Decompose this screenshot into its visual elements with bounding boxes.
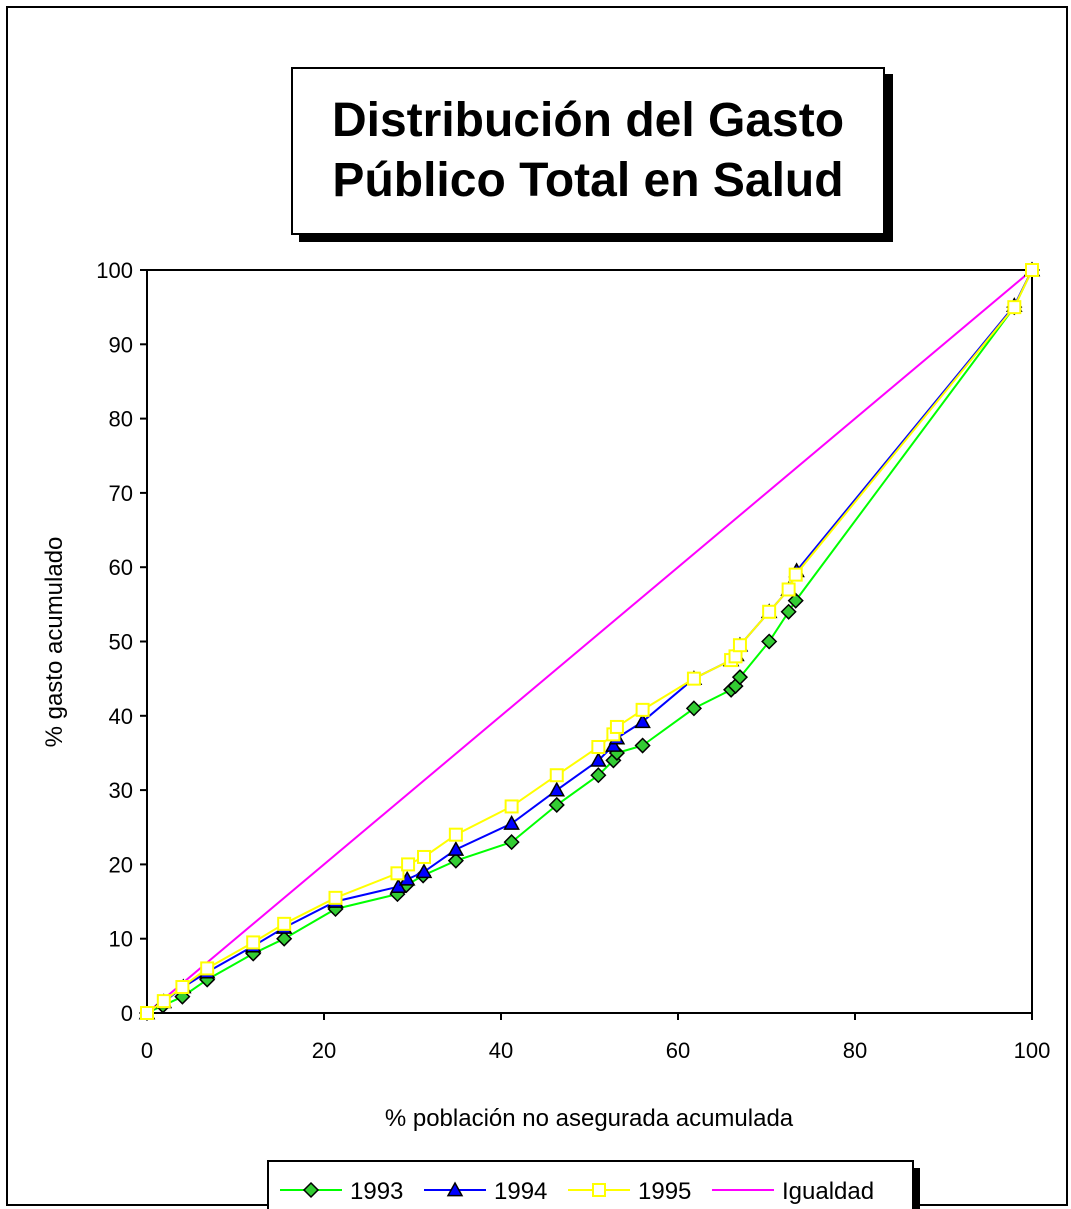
- data-point-1994: [590, 751, 607, 767]
- data-point-1995: [156, 994, 171, 1009]
- data-point-1993: [780, 603, 797, 620]
- y-tick-label: 100: [96, 258, 133, 283]
- legend-label-igualdad: Igualdad: [782, 1178, 874, 1205]
- data-point-1995: [788, 567, 803, 582]
- data-point-1995: [591, 740, 606, 755]
- x-tick-label: 60: [666, 1038, 690, 1063]
- y-tick-label: 80: [109, 407, 133, 432]
- legend-marker-1994: [446, 1181, 464, 1197]
- x-tick-label: 80: [843, 1038, 867, 1063]
- y-tick-label: 50: [109, 630, 133, 655]
- data-point-1993: [634, 737, 651, 754]
- legend-item-1995: 1995: [568, 1178, 691, 1205]
- data-point-1995: [200, 961, 215, 976]
- data-point-1995: [1007, 300, 1022, 315]
- data-point-1993: [590, 767, 607, 784]
- title-box: Distribución del Gasto Público Total en …: [291, 67, 885, 235]
- legend-marker-1995: [592, 1183, 606, 1197]
- data-point-1995: [328, 890, 343, 905]
- x-tick-label: 100: [1014, 1038, 1051, 1063]
- data-point-1993: [731, 669, 749, 686]
- y-tick-label: 70: [109, 481, 133, 506]
- data-point-1995: [417, 849, 432, 864]
- data-point-1995: [246, 935, 261, 950]
- data-point-1994: [548, 781, 566, 797]
- legend-items: 1993 1994 1995 Igualdad: [280, 1178, 874, 1205]
- x-tick-label: 0: [141, 1038, 153, 1063]
- data-point-1993: [447, 852, 464, 869]
- y-tick-label: 60: [109, 555, 133, 580]
- y-axis-label: % gasto acumulado: [41, 537, 68, 748]
- data-point-1994: [415, 863, 433, 879]
- x-tick-label: 40: [489, 1038, 513, 1063]
- data-point-1995: [686, 671, 701, 686]
- x-tick-label: 20: [312, 1038, 336, 1063]
- series-igualdad: [146, 269, 1033, 1014]
- data-point-1993: [685, 700, 702, 717]
- x-axis-label: % población no asegurada acumulada: [385, 1105, 794, 1132]
- data-point-1995: [401, 857, 416, 872]
- data-point-1993: [503, 834, 520, 851]
- data-point-1993: [276, 930, 293, 947]
- y-tick-label: 30: [109, 778, 133, 803]
- data-point-1995: [390, 866, 405, 881]
- data-point-1993: [548, 796, 565, 814]
- y-tick-label: 20: [109, 852, 133, 877]
- data-point-1993: [761, 633, 778, 650]
- series-group: [138, 261, 1041, 1022]
- legend-label-1993: 1993: [350, 1178, 403, 1205]
- y-axis: 0 10 20 30 40 50 60 70 80 90 100: [96, 258, 147, 1026]
- legend-marker-1993: [302, 1181, 320, 1199]
- legend: 1993 1994 1995 Igualdad: [267, 1160, 920, 1209]
- data-point-1995: [448, 827, 463, 842]
- data-point-1994: [634, 713, 651, 729]
- data-point-1995: [781, 582, 796, 597]
- x-axis: 0 20 40 60 80 100: [141, 1013, 1050, 1063]
- data-point-1995: [504, 799, 519, 814]
- y-tick-label: 0: [121, 1001, 133, 1026]
- legend-label-1995: 1995: [638, 1178, 691, 1205]
- legend-box: [267, 1160, 914, 1209]
- data-point-1993: [787, 592, 804, 609]
- y-tick-label: 10: [109, 927, 133, 952]
- data-point-1995: [609, 719, 624, 734]
- data-point-1994: [390, 878, 407, 894]
- data-point-1994: [447, 840, 465, 856]
- data-point-1995: [140, 1006, 154, 1020]
- data-point-1995: [1025, 263, 1039, 277]
- data-point-1995: [175, 979, 190, 994]
- chart-title: Distribución del Gasto Público Total en …: [331, 94, 845, 207]
- legend-item-1994: 1994: [424, 1178, 547, 1205]
- data-point-1995: [277, 916, 292, 931]
- data-point-1994: [503, 814, 520, 830]
- legend-item-igualdad: Igualdad: [712, 1178, 874, 1205]
- data-point-1995: [549, 768, 564, 783]
- data-point-1995: [635, 702, 650, 717]
- legend-item-1993: 1993: [280, 1178, 403, 1205]
- data-point-1995: [762, 604, 777, 619]
- series-1995: [140, 263, 1039, 1020]
- data-point-1994: [605, 736, 622, 752]
- data-point-1995: [732, 638, 747, 653]
- y-tick-label: 90: [109, 332, 133, 357]
- legend-label-1994: 1994: [494, 1178, 547, 1205]
- series-line-igualdad: [146, 269, 1033, 1014]
- y-tick-label: 40: [109, 704, 133, 729]
